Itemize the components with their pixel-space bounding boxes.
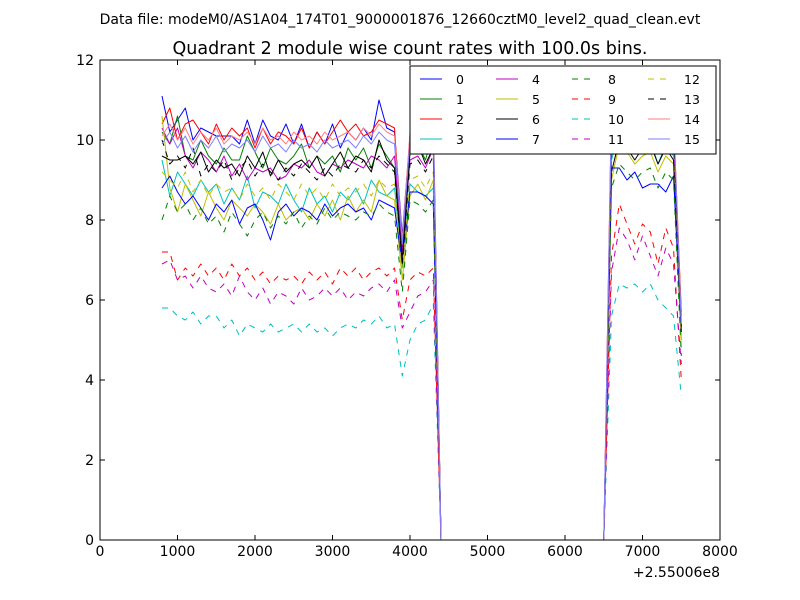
plot-area	[161, 71, 682, 540]
series-line-4	[161, 115, 682, 540]
x-tick-label: 7000	[625, 544, 661, 560]
legend-label-12: 12	[684, 72, 700, 87]
x-tick-label: 4000	[392, 544, 428, 560]
legend-label-1: 1	[456, 92, 464, 107]
y-tick-label: 0	[85, 533, 94, 549]
legend-label-11: 11	[608, 132, 624, 147]
suptitle: Data file: modeM0/AS1A04_174T01_90000018…	[100, 12, 701, 28]
series-line-8	[161, 163, 682, 540]
legend-label-6: 6	[532, 112, 540, 127]
legend-label-4: 4	[532, 72, 540, 87]
y-tick-label: 6	[85, 293, 94, 309]
legend-label-2: 2	[456, 112, 464, 127]
y-tick-label: 4	[85, 373, 94, 389]
series-line-11	[161, 227, 682, 540]
y-tick-label: 8	[85, 213, 94, 229]
series-line-12	[161, 123, 682, 540]
chart-title: Quadrant 2 module wise count rates with …	[173, 39, 648, 59]
y-tick-label: 12	[76, 53, 94, 69]
legend-label-3: 3	[456, 132, 464, 147]
x-tick-label: 8000	[702, 544, 738, 560]
legend-label-15: 15	[684, 132, 700, 147]
x-tick-label: 0	[96, 544, 105, 560]
x-tick-label: 2000	[237, 544, 273, 560]
x-tick-label: 5000	[470, 544, 506, 560]
legend-label-5: 5	[532, 92, 540, 107]
axes: 0 1000 2000 3000 4000 5000 6000 7000 80000246810…	[76, 53, 738, 560]
series-line-9	[162, 203, 682, 540]
x-tick-label: 6000	[547, 544, 583, 560]
legend-label-7: 7	[532, 132, 540, 147]
y-tick-label: 2	[85, 453, 94, 469]
legend-label-13: 13	[684, 92, 700, 107]
x-tick-label: 1000	[160, 544, 196, 560]
y-tick-label: 10	[76, 133, 94, 149]
series-line-7	[161, 167, 682, 540]
legend-label-8: 8	[608, 72, 616, 87]
series-line-10	[162, 283, 682, 540]
x-offset-label: +2.55006e8	[633, 565, 720, 581]
legend-label-10: 10	[608, 112, 624, 127]
series-line-5	[161, 115, 682, 540]
legend-label-14: 14	[684, 112, 700, 127]
legend-label-9: 9	[608, 92, 616, 107]
legend-label-0: 0	[456, 72, 464, 87]
x-tick-label: 3000	[315, 544, 351, 560]
